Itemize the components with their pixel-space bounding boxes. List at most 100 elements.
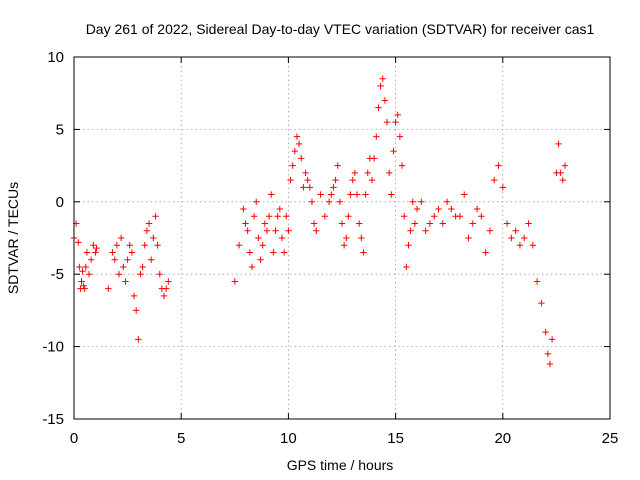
- data-point: [300, 184, 307, 191]
- data-point: [117, 234, 125, 242]
- data-point: [109, 249, 116, 256]
- data-point: [248, 263, 256, 271]
- data-point: [394, 111, 401, 119]
- data-point: [113, 242, 121, 249]
- data-point: [456, 213, 464, 220]
- data-point: [465, 234, 472, 242]
- data-point: [349, 176, 356, 184]
- data-point: [448, 205, 455, 213]
- data-point: [270, 249, 277, 256]
- data-point: [355, 220, 363, 227]
- data-point: [362, 191, 369, 198]
- plot-frame: [73, 56, 611, 420]
- data-point: [302, 169, 309, 177]
- data-point: [268, 191, 275, 198]
- data-point: [516, 242, 524, 249]
- data-point: [538, 299, 545, 307]
- data-point: [160, 292, 168, 300]
- data-point: [340, 242, 348, 249]
- data-point: [278, 234, 286, 242]
- data-point: [240, 205, 247, 213]
- data-point: [495, 162, 502, 169]
- data-point: [298, 155, 305, 162]
- data-point: [508, 234, 515, 242]
- data-point: [334, 162, 341, 169]
- data-point: [313, 227, 320, 234]
- data-point: [81, 285, 88, 292]
- data-point: [409, 198, 416, 205]
- data-point: [289, 162, 296, 169]
- data-point: [87, 256, 95, 263]
- data-point: [80, 282, 87, 289]
- data-point: [379, 75, 386, 82]
- data-point: [561, 162, 569, 169]
- data-point: [426, 220, 434, 227]
- data-point: [152, 213, 159, 220]
- data-point: [338, 220, 346, 227]
- data-point: [93, 244, 100, 252]
- data-point: [351, 169, 359, 177]
- data-point: [130, 292, 138, 300]
- data-point: [461, 191, 468, 198]
- data-point: [137, 271, 144, 278]
- data-point: [439, 220, 446, 227]
- data-point: [422, 227, 429, 234]
- data-point: [332, 176, 339, 184]
- data-point: [375, 104, 382, 111]
- data-point: [162, 285, 170, 292]
- data-points: [70, 75, 569, 368]
- data-point: [473, 205, 481, 213]
- data-point: [291, 147, 299, 155]
- data-point: [261, 220, 269, 227]
- chart-title: Day 261 of 2022, Sidereal Day-to-day VTE…: [86, 21, 595, 37]
- data-point: [370, 155, 378, 162]
- data-point: [132, 307, 140, 314]
- data-point: [276, 205, 284, 213]
- x-axis-label: GPS time / hours: [287, 457, 394, 473]
- y-tick-label: 10: [47, 49, 64, 66]
- data-point: [92, 249, 99, 256]
- data-point: [79, 268, 86, 275]
- data-point: [478, 213, 485, 220]
- data-point: [126, 242, 133, 249]
- data-point: [283, 213, 290, 220]
- data-point: [407, 227, 414, 234]
- x-tick-label: 20: [494, 430, 511, 447]
- data-point: [105, 285, 112, 292]
- data-point: [253, 198, 260, 205]
- data-point: [122, 278, 129, 285]
- y-tick-label: 5: [56, 121, 64, 138]
- data-point: [265, 213, 273, 220]
- data-point: [347, 191, 354, 198]
- data-point: [328, 191, 335, 198]
- data-point: [482, 249, 489, 256]
- data-point: [418, 198, 425, 205]
- data-point: [390, 147, 397, 155]
- data-point: [154, 242, 161, 249]
- data-point: [244, 227, 251, 234]
- data-point: [330, 184, 337, 191]
- data-point: [377, 82, 384, 90]
- data-point: [76, 263, 83, 271]
- data-point: [400, 213, 408, 220]
- x-tick-label: 0: [70, 430, 78, 447]
- data-point: [259, 242, 266, 249]
- y-tick-labels: -15 -10 -5 0 5 10: [42, 49, 64, 428]
- data-point: [435, 205, 442, 213]
- data-point: [124, 256, 131, 263]
- y-tick-label: -5: [51, 266, 64, 283]
- data-point: [78, 278, 85, 285]
- data-point: [235, 242, 243, 249]
- data-point: [75, 239, 82, 246]
- data-point: [250, 213, 258, 220]
- data-point: [385, 169, 393, 177]
- data-point: [546, 360, 554, 368]
- data-point: [559, 176, 567, 184]
- data-point: [392, 118, 399, 126]
- data-point: [139, 263, 146, 271]
- data-point: [353, 191, 361, 198]
- data-point: [381, 97, 389, 104]
- data-point: [358, 234, 365, 242]
- data-point: [360, 249, 367, 256]
- data-point: [542, 328, 549, 336]
